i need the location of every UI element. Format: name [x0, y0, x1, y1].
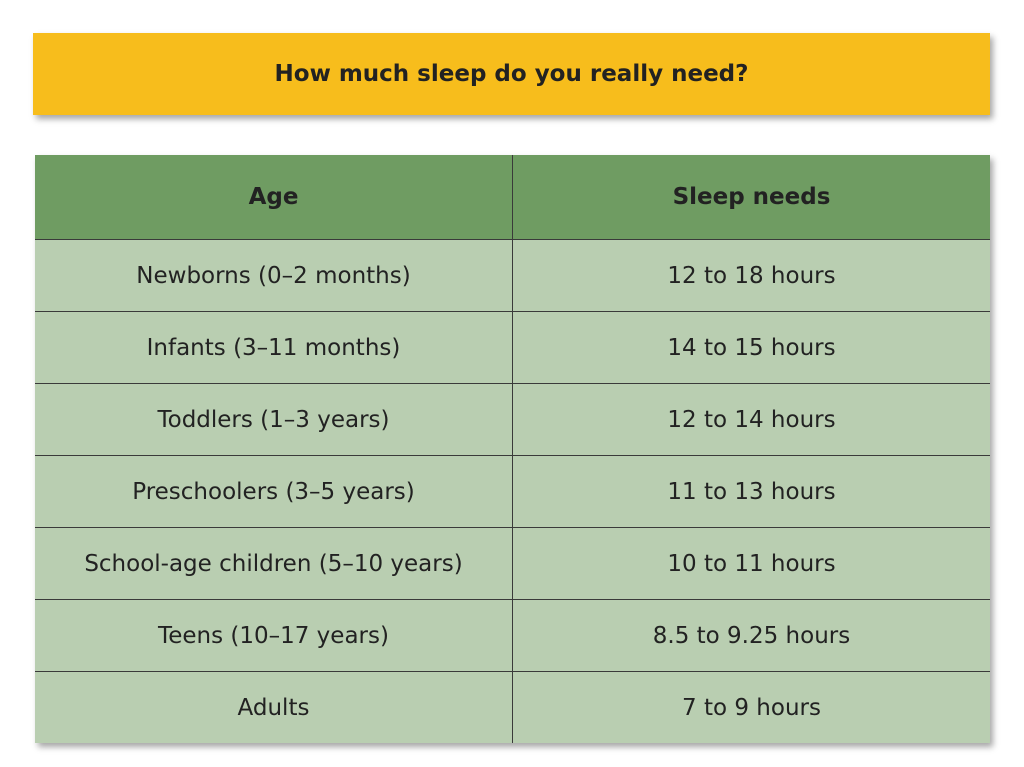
age-cell: School-age children (5–10 years) [35, 527, 513, 600]
sleep-cell: 8.5 to 9.25 hours [512, 599, 990, 672]
sleep-cell: 11 to 13 hours [512, 455, 990, 528]
sleep-cell: 7 to 9 hours [512, 671, 990, 743]
table-row: Adults 7 to 9 hours [35, 671, 990, 743]
column-header: Sleep needs [512, 155, 990, 240]
table-body: Newborns (0–2 months) 12 to 18 hours Infan… [35, 239, 990, 743]
sleep-cell: 12 to 18 hours [512, 239, 990, 312]
age-cell: Teens (10–17 years) [35, 599, 513, 672]
table-row: Toddlers (1–3 years) 12 to 14 hours [35, 383, 990, 456]
sleep-table: Age Sleep needs Newborns (0–2 months) 12 t… [35, 155, 990, 743]
table-row: Teens (10–17 years) 8.5 to 9.25 hours [35, 599, 990, 672]
age-cell: Adults [35, 671, 513, 743]
table-row: Newborns (0–2 months) 12 to 18 hours [35, 239, 990, 312]
title-banner: How much sleep do you really need? [33, 33, 990, 115]
header-row: Age Sleep needs [35, 155, 990, 240]
age-cell: Preschoolers (3–5 years) [35, 455, 513, 528]
age-cell: Infants (3–11 months) [35, 311, 513, 384]
age-cell: Toddlers (1–3 years) [35, 383, 513, 456]
sleep-cell: 10 to 11 hours [512, 527, 990, 600]
table-row: Infants (3–11 months) 14 to 15 hours [35, 311, 990, 384]
sleep-cell: 14 to 15 hours [512, 311, 990, 384]
sleep-cell: 12 to 14 hours [512, 383, 990, 456]
table-row: Preschoolers (3–5 years) 11 to 13 hours [35, 455, 990, 528]
age-cell: Newborns (0–2 months) [35, 239, 513, 312]
title: How much sleep do you really need? [274, 61, 749, 87]
column-header: Age [35, 155, 513, 240]
table-row: School-age children (5–10 years) 10 to 11… [35, 527, 990, 600]
